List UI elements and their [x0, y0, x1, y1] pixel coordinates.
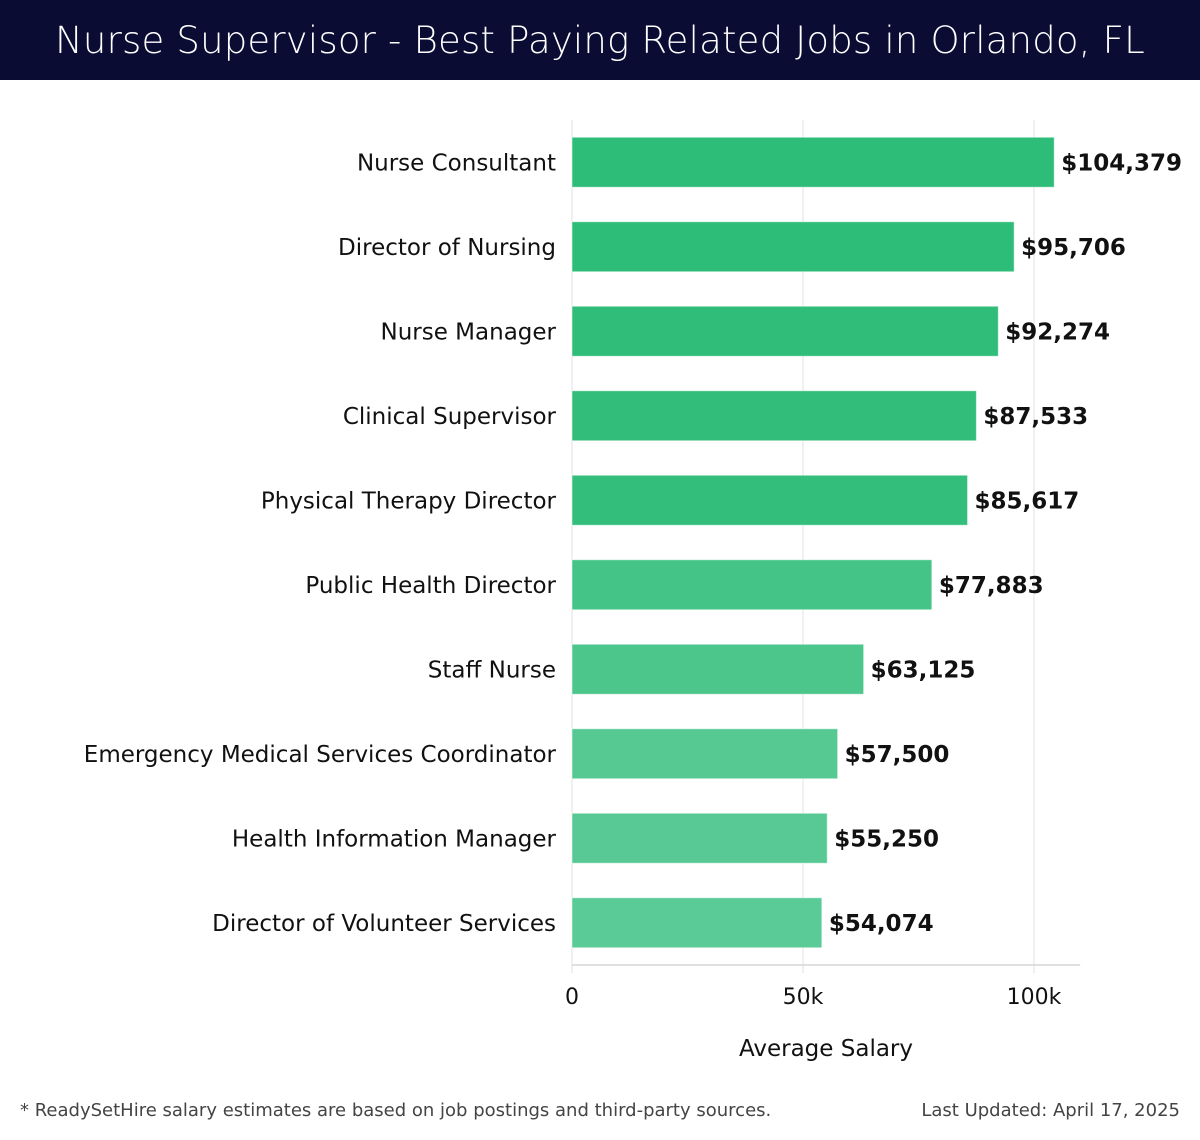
value-label: $77,883: [939, 573, 1044, 599]
value-label: $95,706: [1021, 235, 1126, 261]
category-label: Nurse Manager: [381, 319, 557, 345]
last-updated: Last Updated: April 17, 2025: [921, 1100, 1180, 1121]
bar: [571, 897, 823, 949]
x-tick-label: 50k: [783, 985, 824, 1010]
x-tick-label: 100k: [1007, 985, 1062, 1010]
x-tick-label: 0: [565, 985, 579, 1010]
category-label: Staff Nurse: [428, 657, 556, 683]
category-label: Director of Volunteer Services: [212, 911, 556, 937]
bar: [571, 221, 1015, 273]
category-label: Physical Therapy Director: [261, 488, 557, 514]
value-label: $55,250: [834, 826, 939, 852]
value-label: $87,533: [983, 404, 1088, 430]
bar: [571, 728, 839, 780]
value-label: $54,074: [829, 911, 934, 937]
category-label: Clinical Supervisor: [343, 404, 557, 430]
footnote: * ReadySetHire salary estimates are base…: [20, 1100, 772, 1121]
bar: [571, 136, 1055, 188]
category-label: Health Information Manager: [232, 826, 557, 852]
chart-title: Nurse Supervisor - Best Paying Related J…: [0, 0, 1200, 80]
value-label: $104,379: [1061, 150, 1182, 176]
bar: [571, 474, 969, 526]
category-label: Nurse Consultant: [357, 150, 556, 176]
bar: [571, 390, 977, 442]
category-label: Director of Nursing: [338, 235, 556, 261]
x-axis-label: Average Salary: [739, 1036, 913, 1062]
bar: [571, 305, 999, 357]
category-label: Emergency Medical Services Coordinator: [84, 742, 557, 768]
value-label: $92,274: [1005, 319, 1110, 345]
value-label: $57,500: [845, 742, 950, 768]
bar: [571, 559, 933, 611]
category-label: Public Health Director: [305, 573, 556, 599]
value-label: $63,125: [871, 657, 976, 683]
bar: [571, 643, 865, 695]
bar: [571, 812, 828, 864]
value-label: $85,617: [975, 488, 1080, 514]
